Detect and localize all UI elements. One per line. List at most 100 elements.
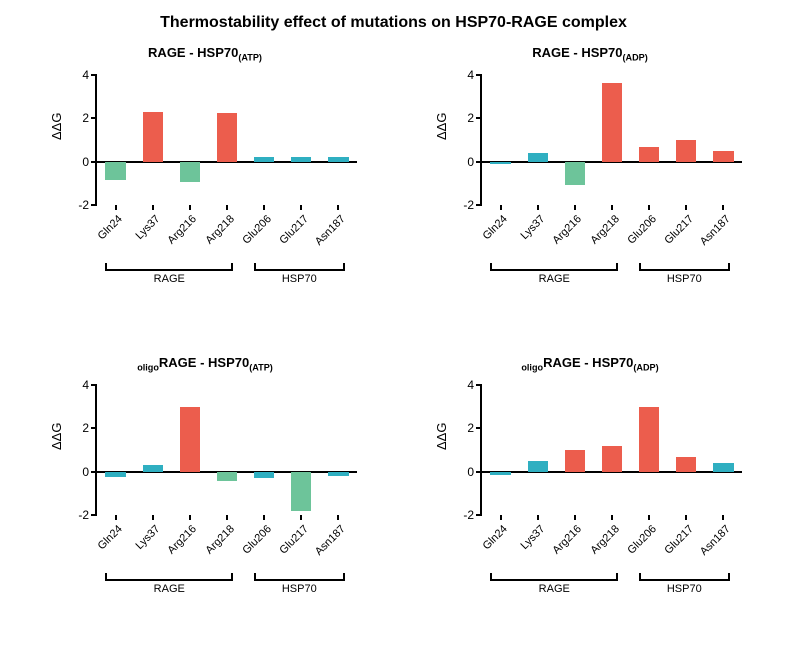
page-root: { "main_title": "Thermostability effect … <box>0 0 787 658</box>
x-tick <box>300 515 302 520</box>
bar <box>180 407 200 472</box>
x-tick <box>500 205 502 210</box>
panel-title: RAGE - HSP70(ADP) <box>420 45 760 63</box>
bar <box>291 472 311 511</box>
x-tick-label: Arg218 <box>203 523 237 557</box>
x-tick-label: Glu217 <box>277 523 311 557</box>
group-bracket-label: RAGE <box>490 583 618 595</box>
y-tick <box>476 74 482 76</box>
x-tick-label: Arg216 <box>166 213 200 247</box>
bar <box>328 157 348 161</box>
plot-area: -2024 <box>480 75 742 205</box>
y-axis-label: ΔΔG <box>434 423 449 450</box>
bar <box>328 472 348 476</box>
x-tick <box>263 515 265 520</box>
bar <box>565 450 585 472</box>
group-bracket <box>105 573 233 581</box>
x-tick-label: Arg218 <box>588 523 622 557</box>
y-tick <box>91 204 97 206</box>
y-tick-label: -2 <box>67 198 89 212</box>
bar <box>713 463 733 471</box>
x-tick-label: Gln24 <box>96 213 125 242</box>
x-tick <box>648 515 650 520</box>
panel-br: oligoRAGE - HSP70(ADP)ΔΔG-2024Gln24Lys37… <box>420 355 760 615</box>
x-tick <box>337 515 339 520</box>
bar <box>180 162 200 183</box>
group-bracket <box>639 263 730 271</box>
panel-bl: oligoRAGE - HSP70(ATP)ΔΔG-2024Gln24Lys37… <box>35 355 375 615</box>
x-tick <box>722 205 724 210</box>
bar <box>713 151 733 162</box>
bar <box>254 472 274 479</box>
x-tick <box>337 205 339 210</box>
group-bracket <box>105 263 233 271</box>
y-axis-label: ΔΔG <box>49 423 64 450</box>
x-tick-label: Lys37 <box>133 213 162 242</box>
panel-tl: RAGE - HSP70(ATP)ΔΔG-2024Gln24Lys37Arg21… <box>35 45 375 305</box>
x-tick <box>263 205 265 210</box>
x-tick <box>685 515 687 520</box>
group-bracket-label: HSP70 <box>254 273 345 285</box>
x-tick-label: Arg218 <box>203 213 237 247</box>
y-tick-label: 0 <box>67 465 89 479</box>
y-tick-label: -2 <box>452 198 474 212</box>
x-tick-label: Asn187 <box>698 213 733 248</box>
group-bracket <box>490 263 618 271</box>
panel-title: oligoRAGE - HSP70(ADP) <box>420 355 760 373</box>
bar <box>105 162 125 180</box>
x-tick <box>500 515 502 520</box>
bar <box>528 461 548 471</box>
group-bracket-label: RAGE <box>105 273 233 285</box>
y-tick-label: 4 <box>452 378 474 392</box>
y-tick <box>91 427 97 429</box>
x-tick <box>574 515 576 520</box>
bar <box>676 140 696 161</box>
x-tick-label: Gln24 <box>481 523 510 552</box>
x-tick-label: Lys37 <box>518 213 547 242</box>
bar <box>105 472 125 477</box>
x-tick <box>189 515 191 520</box>
bar <box>602 83 622 162</box>
y-tick-label: 2 <box>452 421 474 435</box>
bar <box>565 162 585 186</box>
x-tick <box>537 205 539 210</box>
panel-title: oligoRAGE - HSP70(ATP) <box>35 355 375 373</box>
bar <box>676 457 696 472</box>
bar <box>639 147 659 162</box>
y-tick <box>91 74 97 76</box>
group-bracket-label: RAGE <box>105 583 233 595</box>
panel-tr: RAGE - HSP70(ADP)ΔΔG-2024Gln24Lys37Arg21… <box>420 45 760 305</box>
x-tick <box>115 515 117 520</box>
bar <box>602 446 622 472</box>
y-tick-label: 2 <box>452 111 474 125</box>
bar <box>490 162 510 164</box>
y-tick <box>91 161 97 163</box>
y-tick <box>91 471 97 473</box>
x-tick-label: Gln24 <box>481 213 510 242</box>
x-tick-label: Glu206 <box>240 523 274 557</box>
bar <box>254 157 274 161</box>
y-tick <box>476 471 482 473</box>
x-tick-label: Glu217 <box>277 213 311 247</box>
plot-area: -2024 <box>95 385 357 515</box>
y-tick-label: 0 <box>67 155 89 169</box>
x-tick-label: Asn187 <box>313 523 348 558</box>
x-tick-label: Glu206 <box>240 213 274 247</box>
y-tick <box>91 384 97 386</box>
group-bracket <box>254 263 345 271</box>
group-bracket-label: HSP70 <box>639 583 730 595</box>
y-tick <box>476 514 482 516</box>
y-tick-label: 0 <box>452 155 474 169</box>
x-tick <box>611 205 613 210</box>
x-tick <box>115 205 117 210</box>
x-tick-label: Glu217 <box>662 523 696 557</box>
plot-area: -2024 <box>95 75 357 205</box>
x-tick <box>226 205 228 210</box>
y-tick <box>91 117 97 119</box>
x-tick <box>574 205 576 210</box>
x-tick-label: Glu206 <box>625 213 659 247</box>
x-tick-label: Arg216 <box>551 213 585 247</box>
y-tick <box>476 427 482 429</box>
y-tick-label: -2 <box>452 508 474 522</box>
x-tick-label: Asn187 <box>698 523 733 558</box>
